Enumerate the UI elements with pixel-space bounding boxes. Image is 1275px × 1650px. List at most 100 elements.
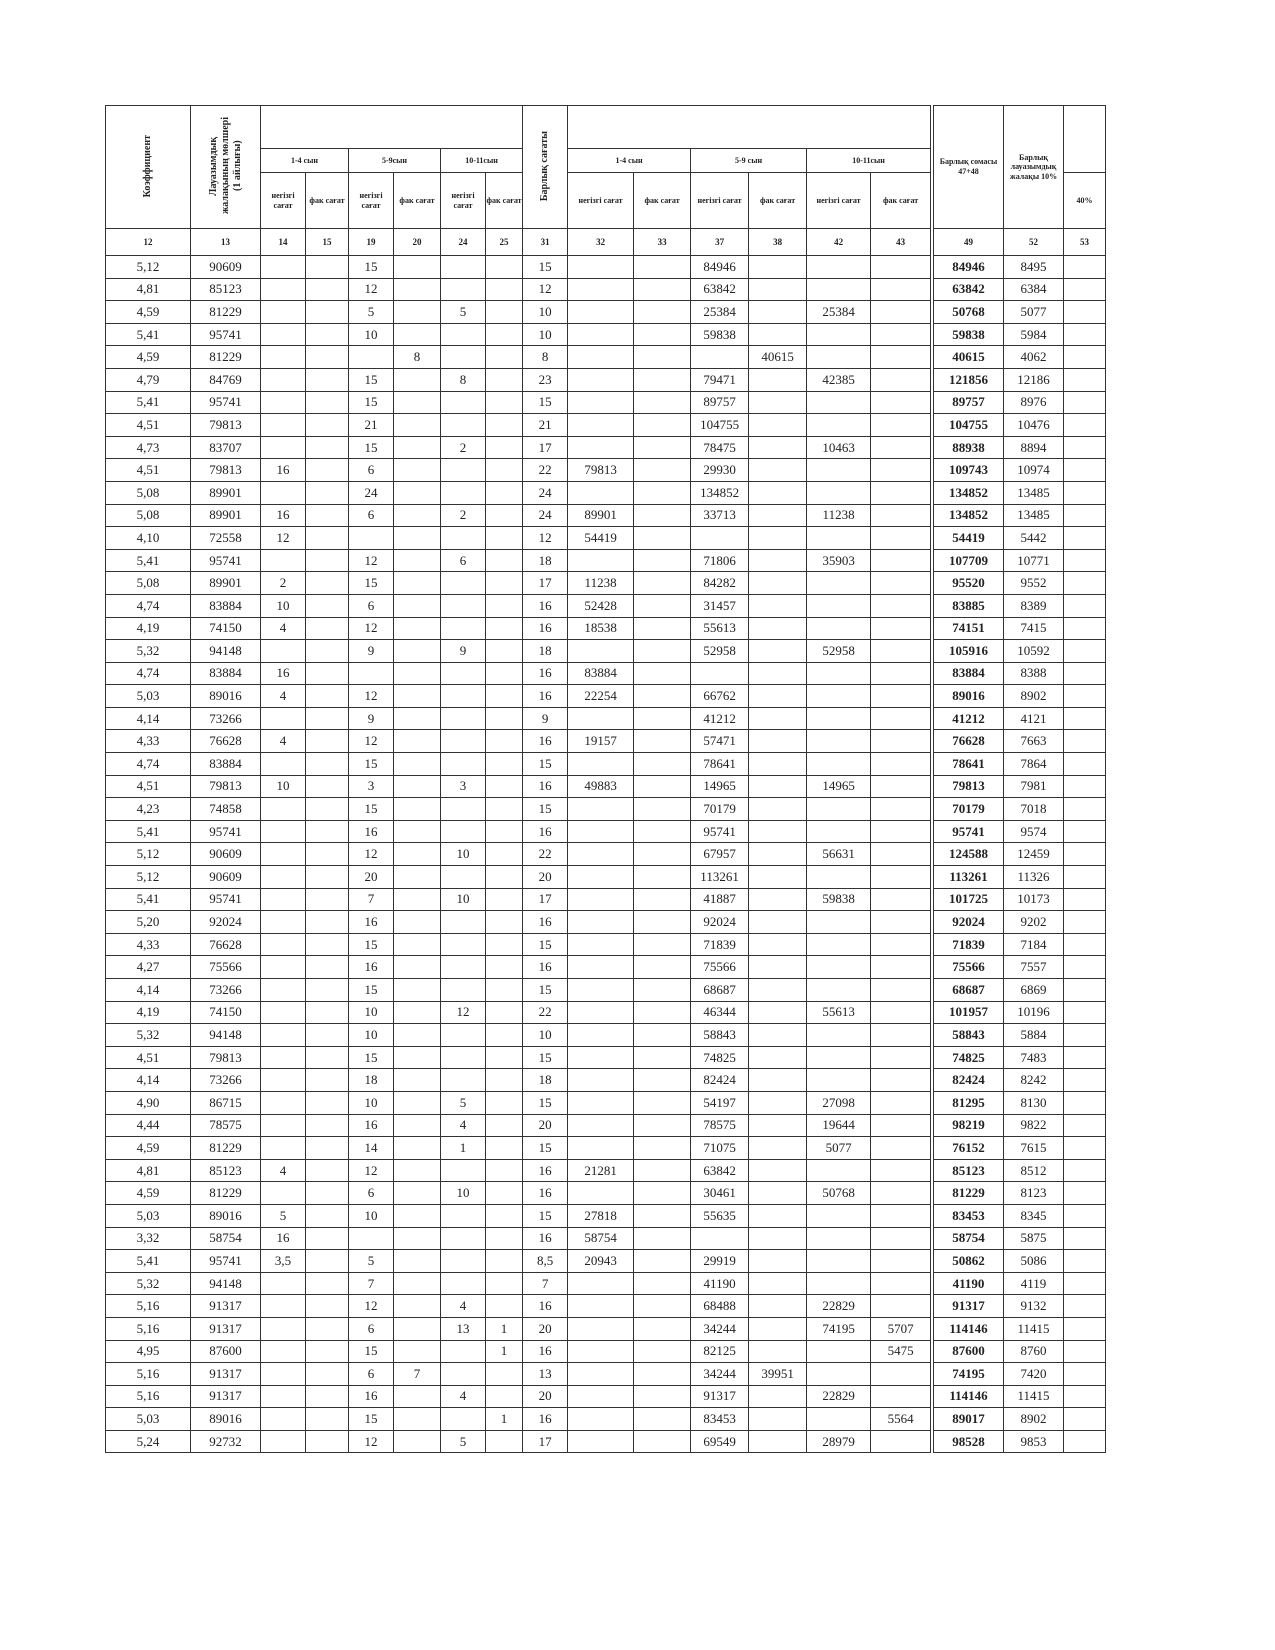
cell xyxy=(633,367,692,392)
cell xyxy=(484,1158,524,1183)
cell: 5984 xyxy=(1003,322,1064,347)
row: 4,14 73266 18 18 82424 xyxy=(105,1068,932,1092)
cell xyxy=(806,1339,872,1364)
row: 92024 9202 xyxy=(933,910,1106,934)
cell xyxy=(393,1203,441,1228)
cell: 90609 xyxy=(190,865,261,889)
cell xyxy=(440,910,486,934)
cell: 18538 xyxy=(567,616,635,641)
cell xyxy=(393,661,441,686)
cell xyxy=(260,865,306,889)
cell xyxy=(567,413,635,437)
cell: 71075 xyxy=(690,1136,750,1160)
cell xyxy=(260,480,306,505)
cell xyxy=(1063,1362,1106,1386)
cell: 71839 xyxy=(933,932,1004,957)
cell xyxy=(260,1181,306,1205)
cell: 16 xyxy=(522,819,569,844)
cell xyxy=(567,1316,635,1341)
row: 78641 7864 xyxy=(933,752,1106,776)
cell xyxy=(567,910,635,934)
cell xyxy=(1063,978,1106,1002)
cell xyxy=(870,1000,932,1025)
cell: 15 xyxy=(522,752,569,776)
cell: 5 xyxy=(348,300,394,324)
cell xyxy=(1063,1339,1106,1364)
cell xyxy=(567,706,635,731)
row: 105916 10592 xyxy=(933,639,1106,663)
cell: 94148 xyxy=(190,639,261,663)
cell: 5,41 xyxy=(105,819,191,844)
cell xyxy=(870,548,932,573)
column-number: 20 xyxy=(393,228,441,256)
header-cell: фак сағат xyxy=(305,172,349,229)
cell: 6869 xyxy=(1003,978,1064,1002)
cell xyxy=(305,1090,349,1115)
cell: 11238 xyxy=(806,503,872,528)
row: 124588 12459 xyxy=(933,842,1106,867)
cell: 16 xyxy=(522,729,569,754)
row: 76152 7615 xyxy=(933,1136,1106,1160)
cell: 4,59 xyxy=(105,300,191,324)
cell: 10592 xyxy=(1003,639,1064,663)
header-cell: негізгі сағат xyxy=(690,172,750,229)
cell: 4,51 xyxy=(105,1045,191,1070)
column-number: 53 xyxy=(1063,228,1106,256)
cell xyxy=(484,978,524,1002)
cell: 41212 xyxy=(690,706,750,731)
cell: 5077 xyxy=(806,1136,872,1160)
cell: 8389 xyxy=(1003,593,1064,618)
cell xyxy=(870,684,932,708)
cell xyxy=(305,480,349,505)
cell xyxy=(748,322,808,347)
row: 5,03 89016 4 12 16 22254 66762 xyxy=(105,684,932,708)
cell: 114146 xyxy=(933,1384,1004,1409)
cell xyxy=(484,797,524,821)
column-number: 38 xyxy=(748,228,808,256)
cell: 10 xyxy=(522,300,569,324)
cell: 9574 xyxy=(1003,819,1064,844)
cell: 59838 xyxy=(933,322,1004,347)
cell xyxy=(870,774,932,799)
cell xyxy=(748,932,808,957)
row: 83884 8388 xyxy=(933,661,1106,686)
cell: 5,03 xyxy=(105,684,191,708)
cell xyxy=(393,616,441,641)
row: 95741 9574 xyxy=(933,819,1106,844)
cell xyxy=(567,255,635,279)
cell xyxy=(484,932,524,957)
cell: 63842 xyxy=(690,1158,750,1183)
cell xyxy=(305,1203,349,1228)
header-cell: Лауазымдық жалақының мөлшері (1 айлығы) xyxy=(190,105,261,229)
cell: 11415 xyxy=(1003,1316,1064,1341)
cell: 20 xyxy=(522,1316,569,1341)
cell: 5,32 xyxy=(105,1271,191,1296)
cell: 34244 xyxy=(690,1362,750,1386)
cell xyxy=(484,752,524,776)
cell xyxy=(633,616,692,641)
cell: 13 xyxy=(522,1362,569,1386)
cell xyxy=(305,300,349,324)
cell xyxy=(440,1023,486,1047)
row: 79813 7981 xyxy=(933,774,1106,799)
cell xyxy=(748,1000,808,1025)
cell: 18 xyxy=(522,639,569,663)
cell: 7864 xyxy=(1003,752,1064,776)
cell xyxy=(1063,413,1106,437)
header-cell: Коэффициент xyxy=(105,105,191,229)
cell xyxy=(440,1068,486,1092)
cell: 84282 xyxy=(690,571,750,595)
cell xyxy=(748,1136,808,1160)
cell: 68687 xyxy=(933,978,1004,1002)
cell xyxy=(748,255,808,279)
cell: 15 xyxy=(348,435,394,460)
cell xyxy=(484,1226,524,1251)
cell xyxy=(260,1068,306,1092)
cell: 88938 xyxy=(933,435,1004,460)
cell: 67957 xyxy=(690,842,750,867)
cell xyxy=(567,548,635,573)
cell xyxy=(484,1045,524,1070)
cell xyxy=(870,955,932,979)
cell: 5,24 xyxy=(105,1429,191,1454)
row: 5,41 95741 15 15 89757 xyxy=(105,390,932,415)
